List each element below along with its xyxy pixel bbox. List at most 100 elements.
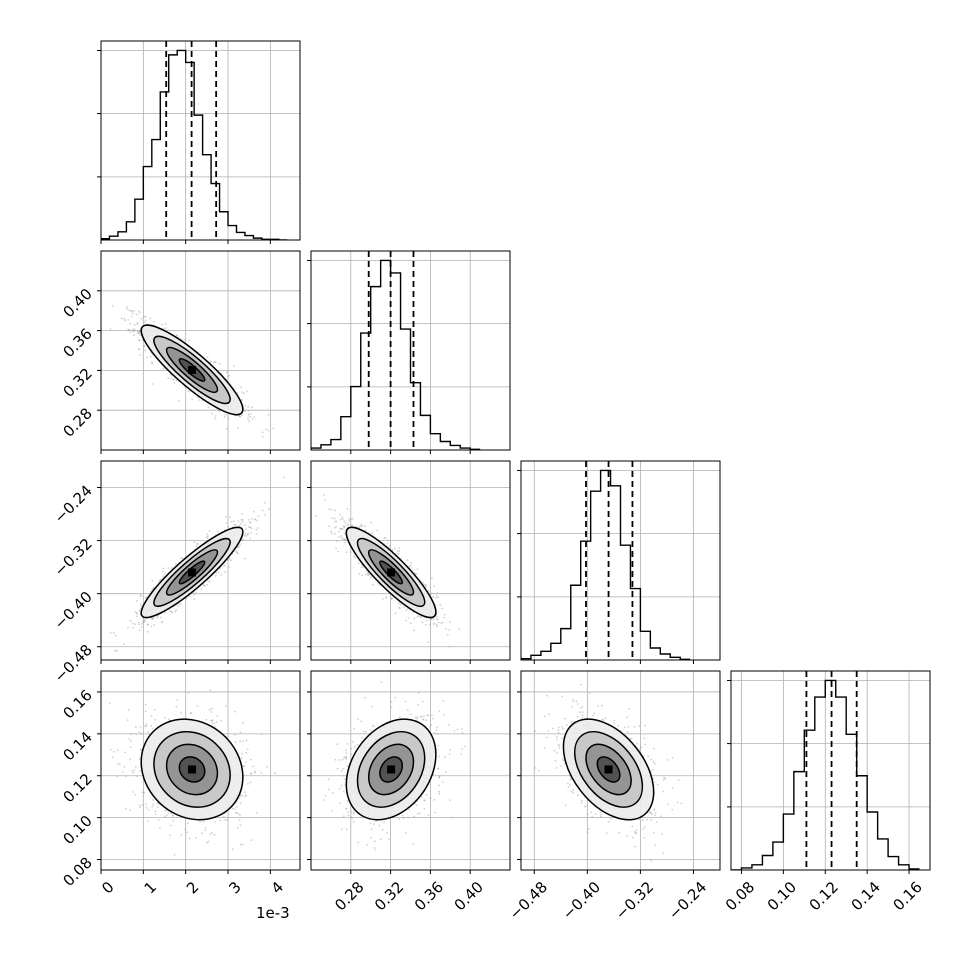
- scatter-point: [145, 725, 148, 728]
- scatter-point: [244, 409, 247, 412]
- scatter-point: [343, 532, 346, 535]
- panel-frame: [100, 40, 301, 241]
- scatter-point: [167, 377, 170, 380]
- scatter-point: [245, 528, 248, 530]
- scatter-point: [146, 820, 149, 822]
- scatter-point: [354, 557, 356, 559]
- scatter-point: [151, 383, 154, 385]
- scatter-point: [330, 532, 333, 534]
- scatter-point: [446, 633, 449, 636]
- scatter-point: [283, 476, 285, 479]
- panel-2-0: [97, 460, 301, 664]
- scatter-point: [240, 523, 242, 525]
- panel-frame: [310, 250, 511, 451]
- scatter-point: [210, 707, 213, 710]
- panel-2-1: [307, 460, 511, 664]
- scatter-point: [235, 806, 238, 808]
- scatter-point: [213, 833, 216, 836]
- scatter-point: [361, 574, 364, 577]
- scatter-point: [358, 573, 361, 575]
- scatter-point: [196, 542, 198, 545]
- scatter-point: [133, 328, 136, 331]
- scatter-point: [164, 323, 167, 325]
- scatter-point: [144, 315, 147, 318]
- scatter-point: [343, 525, 346, 528]
- scatter-point: [151, 617, 154, 620]
- scatter-point: [244, 532, 247, 535]
- scatter-point: [247, 413, 250, 416]
- scatter-point: [435, 618, 438, 620]
- scatter-point: [124, 319, 127, 322]
- scatter-point: [214, 415, 217, 417]
- scatter-point: [229, 516, 232, 519]
- scatter-point: [193, 598, 196, 601]
- scatter-point: [396, 549, 399, 552]
- scatter-point: [204, 826, 207, 829]
- scatter-point: [200, 832, 203, 835]
- scatter-point: [143, 621, 146, 623]
- scatter-point: [138, 348, 140, 351]
- scatter-point: [353, 555, 355, 558]
- scatter-point: [344, 541, 347, 544]
- scatter-point: [235, 550, 238, 553]
- scatter-point: [172, 378, 174, 381]
- scatter-point: [239, 843, 242, 846]
- scatter-point: [335, 520, 338, 523]
- scatter-point: [405, 619, 408, 622]
- panel-3-3: [727, 670, 931, 874]
- scatter-point: [247, 518, 250, 521]
- scatter-point: [135, 612, 138, 615]
- scatter-point: [138, 332, 140, 334]
- scatter-point: [224, 571, 226, 573]
- scatter-point: [207, 535, 209, 538]
- scatter-point: [111, 304, 114, 307]
- scatter-point: [177, 605, 180, 607]
- scatter-point: [154, 813, 157, 816]
- scatter-point: [194, 836, 197, 839]
- scatter-point: [239, 794, 242, 797]
- scatter-point: [188, 339, 190, 342]
- scatter-point: [175, 705, 178, 708]
- scatter-point: [149, 356, 152, 358]
- scatter-point: [202, 584, 205, 587]
- scatter-point: [131, 310, 134, 313]
- panel-2-2: [517, 460, 721, 664]
- scatter-point: [236, 552, 239, 555]
- scatter-point: [424, 584, 426, 586]
- scatter-point: [164, 810, 167, 812]
- scatter-point: [141, 339, 144, 342]
- scatter-point: [112, 632, 115, 634]
- scatter-point: [440, 622, 443, 624]
- scatter-point: [151, 579, 154, 582]
- scatter-point: [220, 573, 223, 576]
- scatter-point: [138, 623, 141, 626]
- scatter-point: [248, 420, 251, 422]
- scatter-point: [141, 804, 144, 806]
- scatter-point: [202, 820, 205, 823]
- scatter-point: [200, 588, 203, 591]
- scatter-point: [264, 514, 266, 516]
- scatter-point: [144, 349, 147, 352]
- scatter-point: [170, 567, 173, 569]
- scatter-point: [348, 518, 351, 521]
- scatter-point: [265, 428, 267, 431]
- scatter-point: [249, 526, 251, 529]
- scatter-point: [136, 321, 139, 324]
- scatter-point: [109, 328, 112, 330]
- scatter-point: [89, 284, 91, 286]
- scatter-point: [360, 523, 363, 526]
- scatter-point: [162, 567, 165, 570]
- scatter-point: [436, 618, 439, 621]
- scatter-point: [230, 559, 233, 562]
- scatter-point: [382, 598, 384, 600]
- scatter-point: [399, 607, 401, 610]
- scatter-point: [367, 574, 369, 576]
- scatter-point: [152, 617, 155, 620]
- scatter-point: [131, 770, 133, 773]
- scatter-point: [139, 594, 142, 597]
- scatter-point: [133, 309, 135, 312]
- scatter-point: [230, 520, 233, 523]
- scatter-point: [136, 323, 139, 326]
- scatter-point: [129, 322, 132, 325]
- scatter-point: [211, 719, 214, 721]
